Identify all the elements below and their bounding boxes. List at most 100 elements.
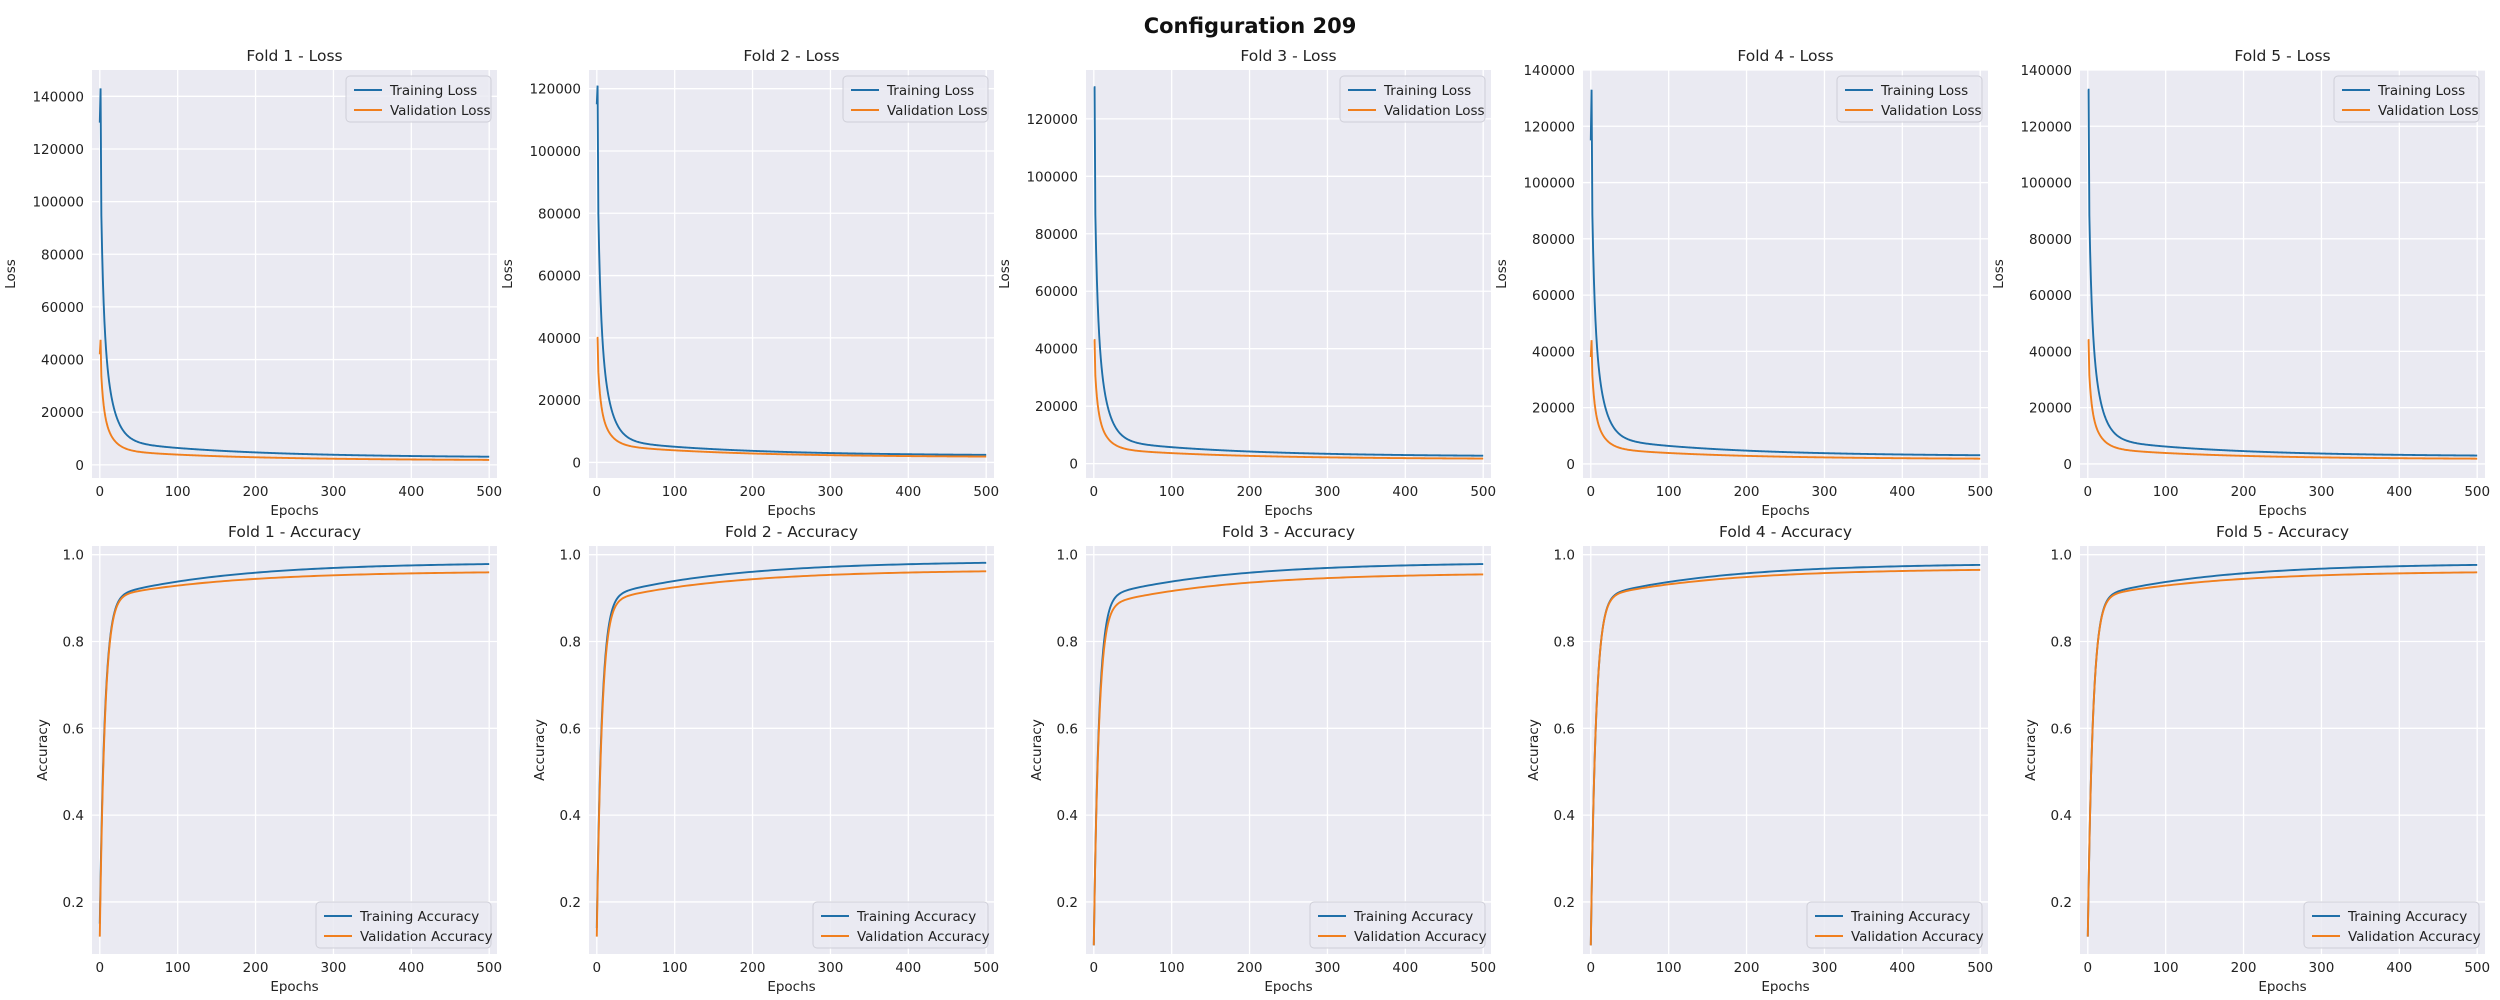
y-tick-label: 0 [572, 455, 581, 471]
y-tick-label: 20000 [1532, 401, 1575, 417]
series-line-training [1093, 86, 1484, 457]
series-line-validation [98, 571, 490, 937]
legend-box [1309, 901, 1486, 949]
x-axis-label: Epochs [1761, 503, 1809, 519]
y-tick-label: 140000 [2020, 63, 2072, 79]
y-tick-label: 0.4 [560, 808, 581, 824]
x-axis-label: Epochs [2258, 503, 2306, 519]
x-tick-label: 500 [2464, 960, 2490, 976]
y-axis-label: Loss [997, 259, 1013, 289]
y-axis-label: Loss [1991, 259, 2007, 289]
series-line-validation [596, 336, 987, 458]
panel-2: 0 100 200 300 400 500 0 20000 40000 60000 80000 100… [500, 47, 999, 519]
x-tick-label: 200 [2231, 960, 2257, 976]
x-axis-label: Epochs [270, 979, 318, 995]
y-tick-label: 0.2 [1554, 895, 1575, 911]
x-tick-label: 100 [1656, 484, 1682, 500]
y-tick-label: 100000 [32, 195, 84, 211]
x-tick-label: 400 [1889, 960, 1915, 976]
y-tick-label: 0.8 [1057, 634, 1078, 650]
plot-area [92, 70, 497, 478]
x-tick-label: 100 [662, 960, 688, 976]
panel-title: Fold 3 - Accuracy [1222, 523, 1355, 541]
x-tick-label: 200 [1734, 484, 1760, 500]
x-tick-label: 500 [1967, 960, 1993, 976]
y-tick-label: 0.6 [1554, 721, 1575, 737]
x-tick-label: 0 [2083, 484, 2092, 500]
x-tick-label: 400 [895, 484, 921, 500]
y-tick-label: 140000 [32, 89, 84, 105]
legend-label: Validation Accuracy [857, 929, 990, 945]
x-tick-label: 200 [243, 960, 269, 976]
y-tick-label: 0 [1069, 457, 1078, 473]
legend-label: Training Loss [389, 83, 477, 99]
y-tick-label: 0.2 [63, 895, 84, 911]
plot-area [589, 70, 994, 478]
figure-title: Configuration 209 [1143, 14, 1357, 38]
panel-title: Fold 1 - Accuracy [228, 523, 361, 541]
y-tick-label: 140000 [1523, 63, 1575, 79]
x-tick-label: 200 [740, 484, 766, 500]
y-tick-label: 0 [1566, 457, 1575, 473]
x-tick-label: 0 [1586, 484, 1595, 500]
legend-box [1339, 75, 1486, 123]
y-tick-label: 0 [75, 458, 84, 474]
y-tick-label: 0.8 [63, 634, 84, 650]
legend-label: Training Accuracy [856, 909, 976, 925]
x-tick-label: 400 [2386, 484, 2412, 500]
x-tick-label: 0 [592, 960, 601, 976]
legend-box [345, 75, 492, 123]
y-tick-label: 120000 [1523, 119, 1575, 135]
panel-3: 0 100 200 300 400 500 0 20000 40000 60000 80000 100… [997, 47, 1496, 519]
y-tick-label: 0.2 [560, 895, 581, 911]
x-tick-label: 500 [973, 960, 999, 976]
y-axis-label: Loss [500, 259, 516, 289]
x-tick-label: 0 [1089, 960, 1098, 976]
x-tick-label: 400 [398, 960, 424, 976]
y-axis-label: Loss [1494, 259, 1510, 289]
y-tick-label: 1.0 [560, 548, 581, 564]
plot-area [2080, 70, 2485, 478]
panel-title: Fold 2 - Loss [743, 47, 839, 65]
legend-label: Training Accuracy [359, 909, 479, 925]
panel-9: 0 100 200 300 400 500 0.2 0.4 0.6 0.8 1.0 Fold 4 - … [1526, 523, 1993, 995]
series-line-validation [2087, 339, 2478, 460]
x-tick-label: 400 [398, 484, 424, 500]
y-tick-label: 100000 [1026, 169, 1078, 185]
plot-area [92, 546, 497, 954]
x-axis-label: Epochs [767, 979, 815, 995]
x-tick-label: 300 [2309, 960, 2335, 976]
legend: Training Accuracy Validation Accuracy [315, 901, 493, 949]
y-tick-label: 0.4 [1554, 808, 1575, 824]
x-tick-label: 400 [1392, 960, 1418, 976]
plot-area [1583, 546, 1988, 954]
legend-box [2303, 901, 2480, 949]
x-tick-label: 200 [1237, 960, 1263, 976]
series-line-validation [1589, 340, 1981, 460]
legend-label: Validation Loss [2378, 103, 2479, 119]
x-tick-label: 100 [1656, 960, 1682, 976]
x-tick-label: 300 [1812, 484, 1838, 500]
x-tick-label: 500 [1470, 484, 1496, 500]
plot-area [1583, 70, 1988, 478]
x-tick-label: 300 [321, 960, 347, 976]
y-tick-label: 20000 [538, 393, 581, 409]
legend-label: Validation Accuracy [2348, 929, 2481, 945]
legend: Training Loss Validation Loss [2333, 75, 2480, 123]
y-axis-label: Accuracy [2023, 719, 2039, 781]
y-tick-label: 40000 [1532, 344, 1575, 360]
series-line-validation [2086, 571, 2478, 937]
series-line-training [1589, 89, 1981, 457]
legend: Training Accuracy Validation Accuracy [1309, 901, 1487, 949]
y-axis-label: Accuracy [532, 719, 548, 781]
y-tick-label: 80000 [41, 247, 84, 263]
x-tick-label: 100 [2153, 960, 2179, 976]
y-axis-label: Loss [3, 259, 19, 289]
x-tick-label: 300 [1315, 484, 1341, 500]
y-tick-label: 40000 [41, 353, 84, 369]
legend-box [1806, 901, 1983, 949]
x-tick-label: 100 [165, 484, 191, 500]
x-tick-label: 200 [740, 960, 766, 976]
y-tick-label: 1.0 [2051, 548, 2072, 564]
panel-title: Fold 5 - Loss [2234, 47, 2330, 65]
